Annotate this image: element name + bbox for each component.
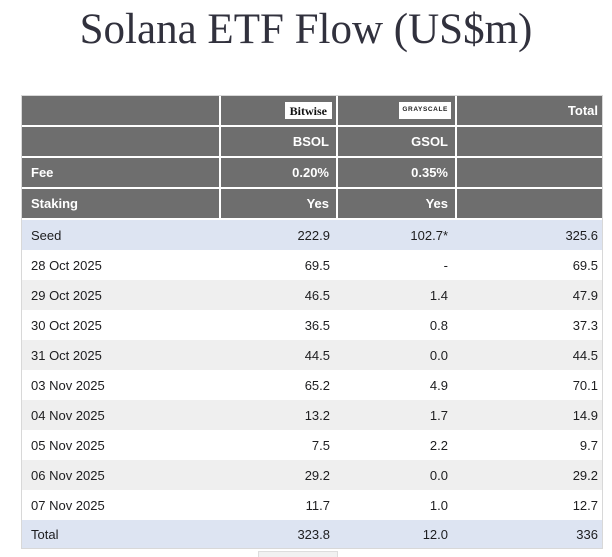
row-label: 04 Nov 2025 (31, 407, 105, 423)
table-header: Bitwise GRAYSCALE Total BSOL GSOL Fee 0.… (22, 96, 602, 220)
page-title: Solana ETF Flow (US$m) (79, 6, 533, 53)
header-empty-cell (22, 96, 219, 125)
row-label: 03 Nov 2025 (31, 377, 105, 393)
table-body: Seed 222.9 102.7* 325.6 28 Oct 2025 69.5… (22, 220, 602, 548)
total-value: 37.3 (572, 317, 598, 333)
bsol-value: 65.2 (304, 377, 330, 393)
bsol-value: 29.2 (304, 467, 330, 483)
table-row-seed: Seed 222.9 102.7* 325.6 (22, 220, 602, 250)
total-value: 325.6 (565, 227, 598, 243)
fee-gsol: 0.35% (338, 158, 455, 187)
header-empty-cell (457, 127, 602, 156)
row-label: Total (31, 526, 59, 542)
row-label: 07 Nov 2025 (31, 497, 105, 513)
staking-gsol: Yes (338, 189, 455, 218)
gsol-value: 1.7 (429, 407, 448, 423)
table-row: 28 Oct 2025 69.5 - 69.5 (22, 250, 602, 280)
fee-label: Fee (22, 158, 219, 187)
total-value: 14.9 (572, 407, 598, 423)
bsol-value: 323.8 (297, 526, 330, 542)
cut-off-element (258, 551, 338, 557)
gsol-value: 102.7* (410, 227, 448, 243)
table-row: 06 Nov 2025 29.2 0.0 29.2 (22, 460, 602, 490)
etf-flow-table: Bitwise GRAYSCALE Total BSOL GSOL Fee 0.… (21, 95, 603, 549)
ticker-bsol: BSOL (221, 127, 336, 156)
staking-bsol: Yes (221, 189, 336, 218)
gsol-value: - (443, 257, 448, 273)
row-label: 31 Oct 2025 (31, 347, 102, 363)
total-value: 69.5 (572, 257, 598, 273)
total-value: 44.5 (572, 347, 598, 363)
table-row: 07 Nov 2025 11.7 1.0 12.7 (22, 490, 602, 520)
gsol-value: 1.0 (429, 497, 448, 513)
gsol-value: 0.0 (429, 347, 448, 363)
bsol-value: 7.5 (311, 437, 330, 453)
total-value: 12.7 (572, 497, 598, 513)
table-row: 31 Oct 2025 44.5 0.0 44.5 (22, 340, 602, 370)
bsol-value: 13.2 (304, 407, 330, 423)
row-label: 30 Oct 2025 (31, 317, 102, 333)
bsol-value: 46.5 (304, 287, 330, 303)
bsol-value: 36.5 (304, 317, 330, 333)
gsol-value: 2.2 (429, 437, 448, 453)
staking-label: Staking (22, 189, 219, 218)
total-column-header: Total (457, 96, 602, 125)
table-row: 05 Nov 2025 7.5 2.2 9.7 (22, 430, 602, 460)
header-empty-cell (457, 158, 602, 187)
total-value: 29.2 (572, 467, 598, 483)
table-row: 29 Oct 2025 46.5 1.4 47.9 (22, 280, 602, 310)
row-label: Seed (31, 227, 62, 243)
table-row: 30 Oct 2025 36.5 0.8 37.3 (22, 310, 602, 340)
gsol-value: 0.0 (429, 467, 448, 483)
table-row: 03 Nov 2025 65.2 4.9 70.1 (22, 370, 602, 400)
bsol-value: 69.5 (304, 257, 330, 273)
total-value: 9.7 (579, 437, 598, 453)
grayscale-logo: GRAYSCALE (399, 102, 451, 119)
bsol-value: 222.9 (297, 227, 330, 243)
bsol-value: 11.7 (305, 497, 330, 513)
total-value: 336 (576, 526, 598, 542)
row-label: 29 Oct 2025 (31, 287, 102, 303)
fee-bsol: 0.20% (221, 158, 336, 187)
bitwise-logo: Bitwise (284, 102, 332, 119)
row-label: 28 Oct 2025 (31, 257, 102, 273)
table-row: 04 Nov 2025 13.2 1.7 14.9 (22, 400, 602, 430)
table-row-total: Total 323.8 12.0 336 (22, 520, 602, 548)
gsol-value: 0.8 (429, 317, 448, 333)
gsol-value: 1.4 (429, 287, 448, 303)
row-label: 06 Nov 2025 (31, 467, 105, 483)
ticker-gsol: GSOL (338, 127, 455, 156)
total-value: 47.9 (572, 287, 598, 303)
bitwise-logo-cell: Bitwise (221, 96, 336, 125)
gsol-value: 4.9 (429, 377, 448, 393)
row-label: 05 Nov 2025 (31, 437, 105, 453)
header-empty-cell (22, 127, 219, 156)
grayscale-logo-cell: GRAYSCALE (338, 96, 455, 125)
gsol-value: 12.0 (422, 526, 448, 542)
total-value: 70.1 (572, 377, 598, 393)
header-empty-cell (457, 189, 602, 218)
bsol-value: 44.5 (304, 347, 330, 363)
